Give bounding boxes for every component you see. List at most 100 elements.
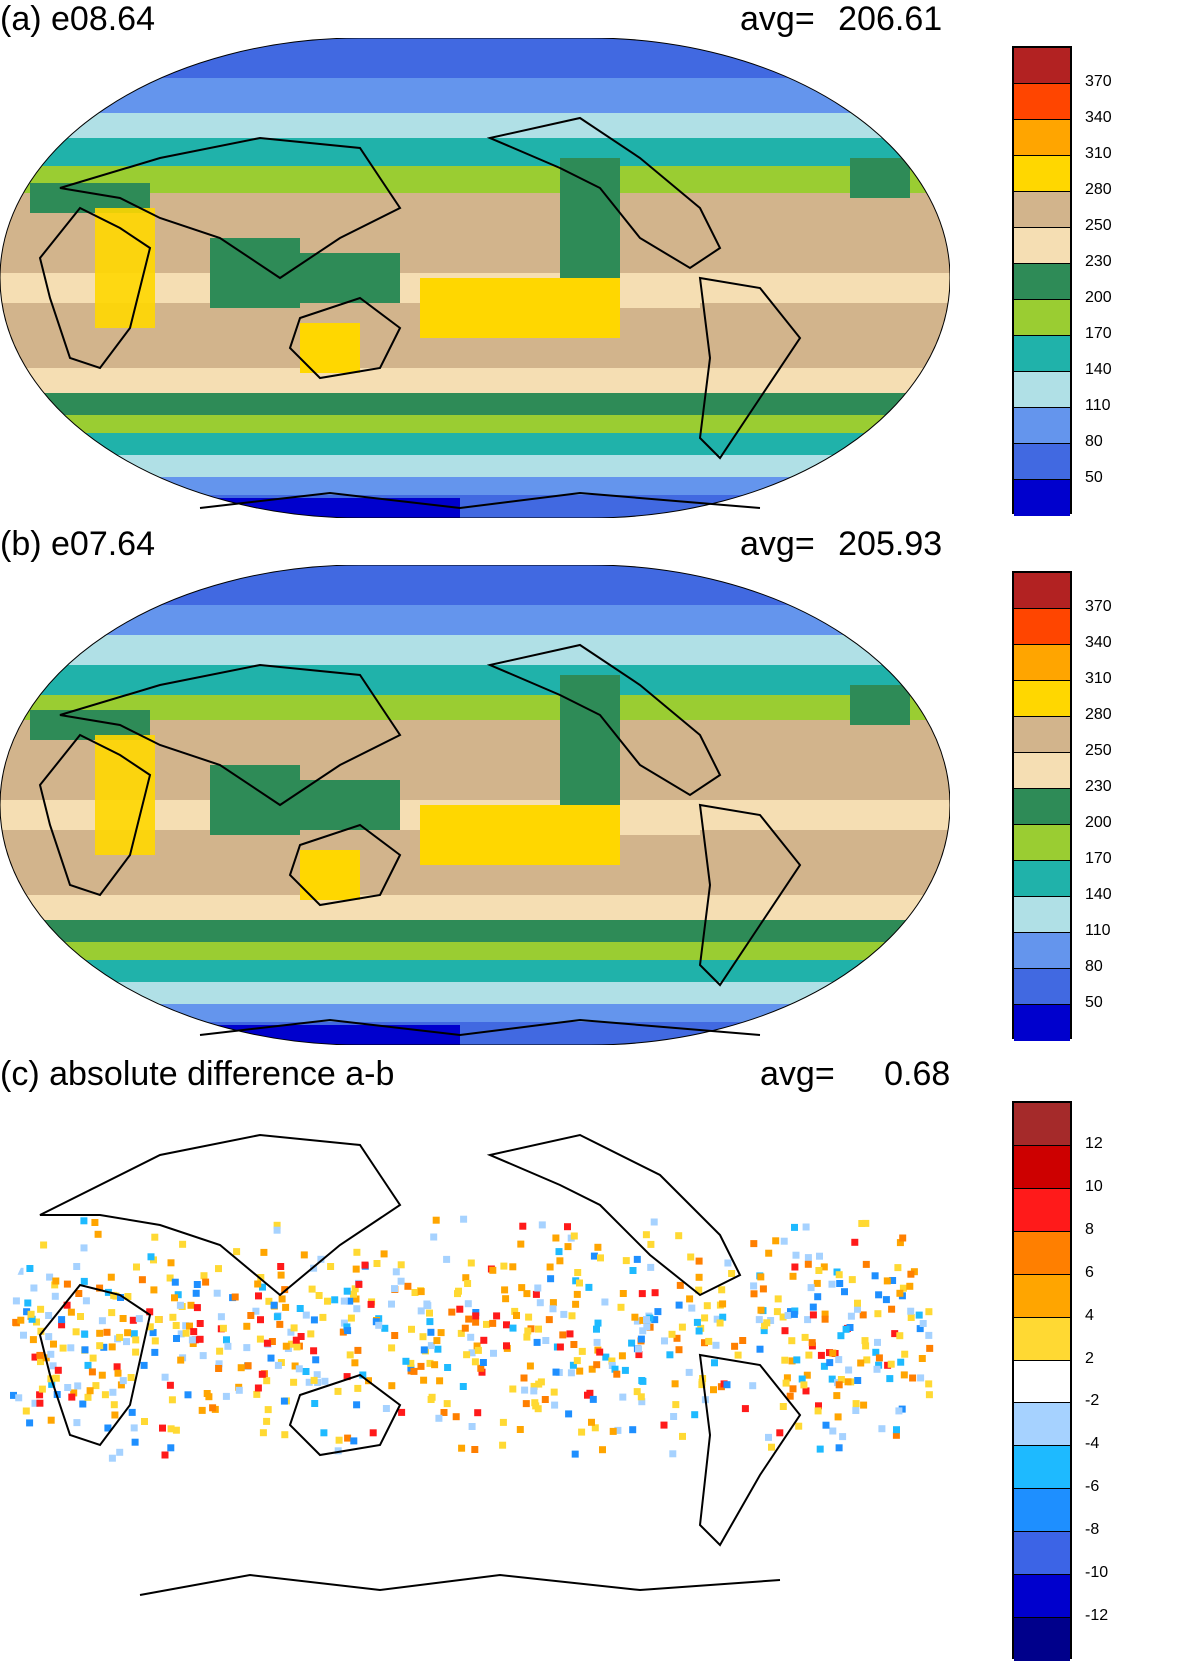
difference-cell [167,1444,175,1452]
difference-cell [50,1340,57,1348]
difference-cell [802,1387,810,1395]
difference-cell [844,1378,852,1386]
difference-cell [392,1268,400,1276]
difference-cell [182,1322,190,1330]
difference-cell [273,1313,281,1321]
difference-cell [310,1347,318,1355]
difference-cell [750,1240,758,1248]
colorbar-swatch [1014,681,1070,717]
difference-cell [611,1365,619,1373]
difference-cell [821,1315,829,1323]
difference-cell [277,1271,285,1279]
difference-cell [854,1305,861,1313]
difference-cell [346,1297,354,1305]
difference-cell [96,1342,104,1350]
difference-cell [215,1265,222,1273]
difference-cell [353,1305,361,1313]
colorbar-swatch [1014,408,1070,444]
avg-label: avg= [740,0,815,38]
difference-cell [755,1316,763,1324]
colorbar-tick-label: 340 [1085,634,1112,651]
difference-cell [177,1330,185,1338]
difference-cell [417,1362,425,1370]
difference-cell [324,1297,331,1305]
difference-cell [263,1339,271,1347]
colorbar-swatch [1014,1005,1070,1041]
difference-cell [858,1220,866,1227]
difference-cell [817,1351,825,1359]
difference-cell [549,1299,557,1307]
difference-cell [319,1313,327,1321]
difference-cell [287,1328,295,1336]
difference-cell [919,1320,927,1327]
difference-cell [253,1390,261,1398]
difference-cell [67,1308,75,1316]
difference-cell [352,1295,360,1303]
colorbar-swatch [1014,1188,1070,1232]
difference-cell [517,1240,525,1248]
difference-cell [893,1426,900,1434]
difference-cell [679,1432,686,1440]
colorbar-tick-label: -8 [1085,1521,1100,1539]
difference-cell [596,1348,604,1356]
colorbar-tick-label: 8 [1085,1220,1094,1238]
difference-cell [91,1219,99,1226]
difference-cell [187,1301,195,1309]
avg-value: 205.93 [838,525,943,563]
difference-cell [255,1292,262,1300]
difference-cell [741,1405,749,1413]
colorbar-swatch [1014,48,1070,84]
difference-cell [534,1284,542,1292]
difference-cell [578,1428,586,1436]
difference-cell [113,1363,121,1371]
difference-cell [535,1325,542,1333]
difference-cell [643,1316,650,1324]
difference-cell [801,1333,809,1341]
difference-cell [334,1387,342,1395]
difference-cell [568,1312,576,1320]
difference-cell [350,1290,357,1298]
difference-cell [219,1324,227,1332]
difference-cell [899,1234,907,1242]
colorbar-tick-label: 110 [1085,922,1111,939]
difference-cell [130,1424,138,1432]
difference-cell [509,1324,517,1332]
difference-cell [173,1335,180,1342]
difference-cell [267,1354,275,1362]
difference-cell [637,1393,645,1401]
difference-cell [346,1351,354,1359]
difference-cell [420,1346,428,1354]
difference-cell [37,1358,44,1366]
difference-cell [837,1332,845,1340]
colorbar-tick-label: 250 [1085,742,1112,759]
difference-cell [80,1277,88,1285]
colorbar-tick-label: 250 [1085,217,1112,234]
difference-cell [499,1418,507,1426]
difference-cell [765,1433,772,1441]
difference-cell [331,1296,339,1304]
difference-cell [200,1272,208,1280]
difference-cell [108,1309,116,1317]
colorbar-swatch [1014,300,1070,336]
difference-cell [749,1382,757,1390]
colorbar-swatch [1014,1317,1070,1361]
difference-cell [111,1411,119,1419]
difference-cell [807,1284,815,1292]
field-bands [0,38,950,518]
difference-cell [675,1346,683,1354]
difference-cell [556,1343,564,1351]
difference-cell [310,1376,318,1384]
difference-cell [108,1454,116,1462]
difference-cell [608,1362,616,1369]
average-readout: avg= 205.93 [740,527,942,561]
difference-cell [15,1394,23,1402]
difference-cell [633,1317,641,1325]
difference-cell [179,1240,187,1248]
difference-cell [426,1309,433,1317]
difference-cell [572,1277,580,1285]
coastlines [38,116,802,510]
difference-cell [501,1286,509,1294]
difference-cell [693,1318,701,1326]
difference-cell [686,1295,694,1303]
difference-cell [433,1337,441,1345]
